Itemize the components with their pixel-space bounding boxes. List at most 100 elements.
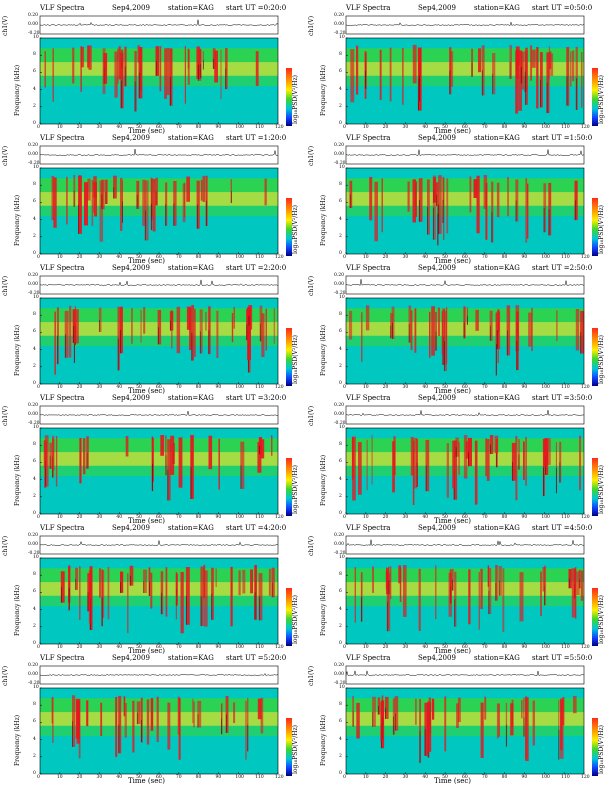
burst-core	[349, 194, 351, 208]
spectrogram-svg	[345, 405, 585, 515]
burst-streak	[131, 308, 133, 344]
x-tick-label: 110	[561, 255, 570, 260]
burst-streak	[361, 312, 363, 362]
x-tick-label: 10	[362, 515, 369, 520]
panel-station: station=KAG	[168, 524, 214, 532]
x-tick-label: 0	[37, 515, 40, 520]
burst-core	[200, 331, 201, 354]
panel-start-ut: start UT =4:20:0	[226, 524, 287, 532]
x-tick-label: 70	[481, 775, 488, 780]
colorbar-label: log₁₀PSD(V²/Hz)	[598, 465, 605, 514]
burst-streak	[199, 309, 203, 354]
burst-streak	[247, 307, 251, 361]
burst-streak	[575, 46, 578, 110]
x-tick-label: 20	[76, 255, 83, 260]
burst-streak	[146, 699, 150, 745]
y-tick-label: 0	[33, 251, 36, 256]
burst-streak	[186, 176, 190, 202]
colorbar	[592, 328, 598, 386]
burst-core	[523, 717, 525, 737]
x-tick-label: 90	[521, 775, 528, 780]
burst-core	[491, 212, 493, 243]
burst-streak	[102, 48, 106, 94]
burst-core	[436, 194, 438, 207]
line-tick-label: 0.20	[28, 403, 39, 408]
line-tick-label: 0.00	[334, 152, 345, 157]
colorbar	[592, 458, 598, 516]
burst-streak	[124, 703, 127, 738]
spectrogram-svg	[345, 275, 585, 385]
burst-core	[248, 315, 250, 326]
x-tick-label: 100	[541, 385, 550, 390]
burst-core	[449, 70, 451, 95]
x-tick-label: 20	[382, 515, 389, 520]
x-tick-label: 120	[581, 125, 590, 130]
burst-core	[544, 585, 545, 606]
burst-streak	[52, 438, 55, 471]
burst-core	[138, 72, 140, 99]
burst-streak	[117, 48, 119, 84]
burst-streak	[575, 309, 580, 351]
x-tick-label: 70	[175, 125, 182, 130]
panel-date: Sep4,2009	[418, 524, 456, 532]
burst-core	[186, 595, 187, 625]
burst-streak	[463, 306, 466, 339]
burst-core	[120, 582, 121, 593]
x-tick-label: 20	[76, 515, 83, 520]
burst-streak	[488, 567, 492, 615]
y-tick-label: 8	[33, 312, 36, 318]
burst-streak	[476, 175, 480, 234]
line-tick-label: 0.00	[334, 412, 345, 417]
burst-streak	[492, 53, 496, 95]
y-tick-label: 8	[339, 442, 342, 448]
burst-core	[200, 63, 202, 79]
spectrogram-band-middle	[40, 712, 278, 726]
x-tick-label: 30	[96, 645, 103, 650]
burst-streak	[515, 46, 520, 66]
x-tick-label: 50	[442, 125, 448, 130]
burst-core	[393, 716, 394, 735]
burst-streak	[407, 181, 410, 212]
burst-streak	[525, 437, 527, 486]
x-tick-label: 100	[235, 645, 244, 650]
y-tick-label: 10	[33, 425, 39, 430]
burst-core	[558, 729, 560, 760]
burst-streak	[92, 181, 95, 213]
burst-streak	[536, 47, 539, 109]
y-tick-label: 6	[33, 199, 36, 205]
burst-streak	[49, 442, 53, 469]
burst-streak	[165, 182, 168, 226]
time-axis-label: Time (sec)	[434, 127, 472, 135]
panel-station: station=KAG	[168, 134, 214, 142]
panel-station: station=KAG	[474, 654, 520, 662]
burst-streak	[559, 698, 564, 759]
time-axis-label: Time (sec)	[128, 647, 166, 655]
x-tick-label: 50	[442, 385, 448, 390]
burst-streak	[204, 570, 208, 627]
burst-streak	[425, 439, 430, 492]
line-tick-label: 0.00	[334, 672, 345, 677]
burst-streak	[148, 567, 151, 596]
burst-streak	[132, 700, 135, 753]
spectrogram-panel: VLF Spectra Sep4,2009 station=KAG start UT …	[0, 524, 300, 656]
burst-core	[152, 463, 153, 492]
panel-station: station=KAG	[168, 394, 214, 402]
panel-station: station=KAG	[168, 264, 214, 272]
burst-streak	[169, 48, 173, 106]
burst-core	[490, 325, 491, 341]
burst-streak	[120, 177, 123, 231]
burst-streak	[152, 178, 156, 232]
x-tick-label: 70	[175, 645, 182, 650]
burst-core	[408, 324, 410, 343]
x-tick-label: 120	[581, 645, 590, 650]
burst-streak	[160, 435, 164, 456]
colorbar-label: log₁₀PSD(V²/Hz)	[292, 595, 299, 644]
x-tick-label: 110	[255, 255, 264, 260]
x-tick-label: 90	[215, 125, 222, 130]
line-tick-label: 0.00	[28, 152, 39, 157]
burst-streak	[72, 695, 76, 747]
burst-core	[442, 199, 444, 223]
spectrogram-band-upper	[346, 568, 584, 583]
line-tick-label: -0.20	[28, 421, 40, 426]
burst-streak	[178, 437, 183, 488]
